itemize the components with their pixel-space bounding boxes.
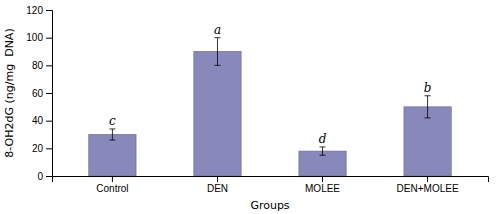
error-bar-cap [214,37,220,38]
y-axis: 0 20 40 60 80 100 120 [26,5,52,182]
error-bar-cap [109,128,115,129]
y-tick-mark [46,176,52,177]
y-tick-label: 80 [32,60,44,71]
bar [89,135,136,177]
error-bar-cap [425,117,431,118]
y-tick-mark [46,93,52,94]
error-bar [109,129,115,140]
x-axis: Control DEN MOLEE DEN+MOLEE [53,176,489,194]
letters: c a d b [109,23,431,146]
y-tick-mark [46,10,52,11]
x-tick-mark [427,176,428,182]
y-tick-mark [46,148,52,149]
x-tick-mark [217,176,218,182]
error-bar-cap [425,95,431,96]
error-bar [320,147,326,155]
bar [194,52,241,177]
x-tick-mark [322,176,323,182]
y-axis-line [46,11,53,177]
x-tick-label: DEN+MOLEE [397,183,459,194]
y-tick-label: 120 [26,5,43,16]
y-tick-label: 0 [37,171,43,182]
y-tick-mark [46,121,52,122]
x-tick-label: MOLEE [305,183,340,194]
x-axis-line [53,177,489,183]
error-bar [425,96,431,118]
x-axis-label: Groups [250,199,289,212]
y-tick-mark [46,65,52,66]
error-bar-cap [109,140,115,141]
y-tick: 40 [32,115,52,126]
y-axis-label: 8-OH2dG (ng/mg DNA) [3,28,16,157]
significance-letter: a [214,23,221,37]
x-tick: DEN+MOLEE [397,176,459,194]
x-tick: Control [96,176,128,194]
significance-letter: d [319,132,327,146]
error-bar-cap [214,65,220,66]
y-tick-label: 40 [32,115,44,126]
significance-letter: c [109,114,116,128]
marks [89,38,451,176]
significance-letter: b [424,81,432,95]
y-tick: 60 [32,88,52,99]
y-tick-label: 20 [32,143,44,154]
error-bar-cap [320,155,326,156]
x-tick: MOLEE [305,176,340,194]
error-bar-line [427,96,428,118]
error-bar-line [217,38,218,66]
y-tick: 100 [26,32,52,43]
x-tick-label: Control [96,183,128,194]
y-tick-label: 60 [32,88,44,99]
y-tick: 120 [26,5,52,16]
x-tick: DEN [207,176,228,194]
error-bar [214,38,220,66]
y-tick-mark [46,38,52,39]
y-tick: 0 [37,171,52,182]
error-bar-line [322,147,323,155]
error-bar-cap [320,146,326,147]
y-tick-label: 100 [26,32,43,43]
y-tick: 20 [32,143,52,154]
x-tick-label: DEN [207,183,228,194]
chart: 0 20 40 60 80 100 120 Control DEN MOLEE DEN+MOLEE c… [0,0,500,214]
y-tick: 80 [32,60,52,71]
x-tick-mark [112,176,113,182]
error-bar-line [112,129,113,140]
plot: 0 20 40 60 80 100 120 Control DEN MOLEE DEN+MOLEE c… [26,5,488,194]
